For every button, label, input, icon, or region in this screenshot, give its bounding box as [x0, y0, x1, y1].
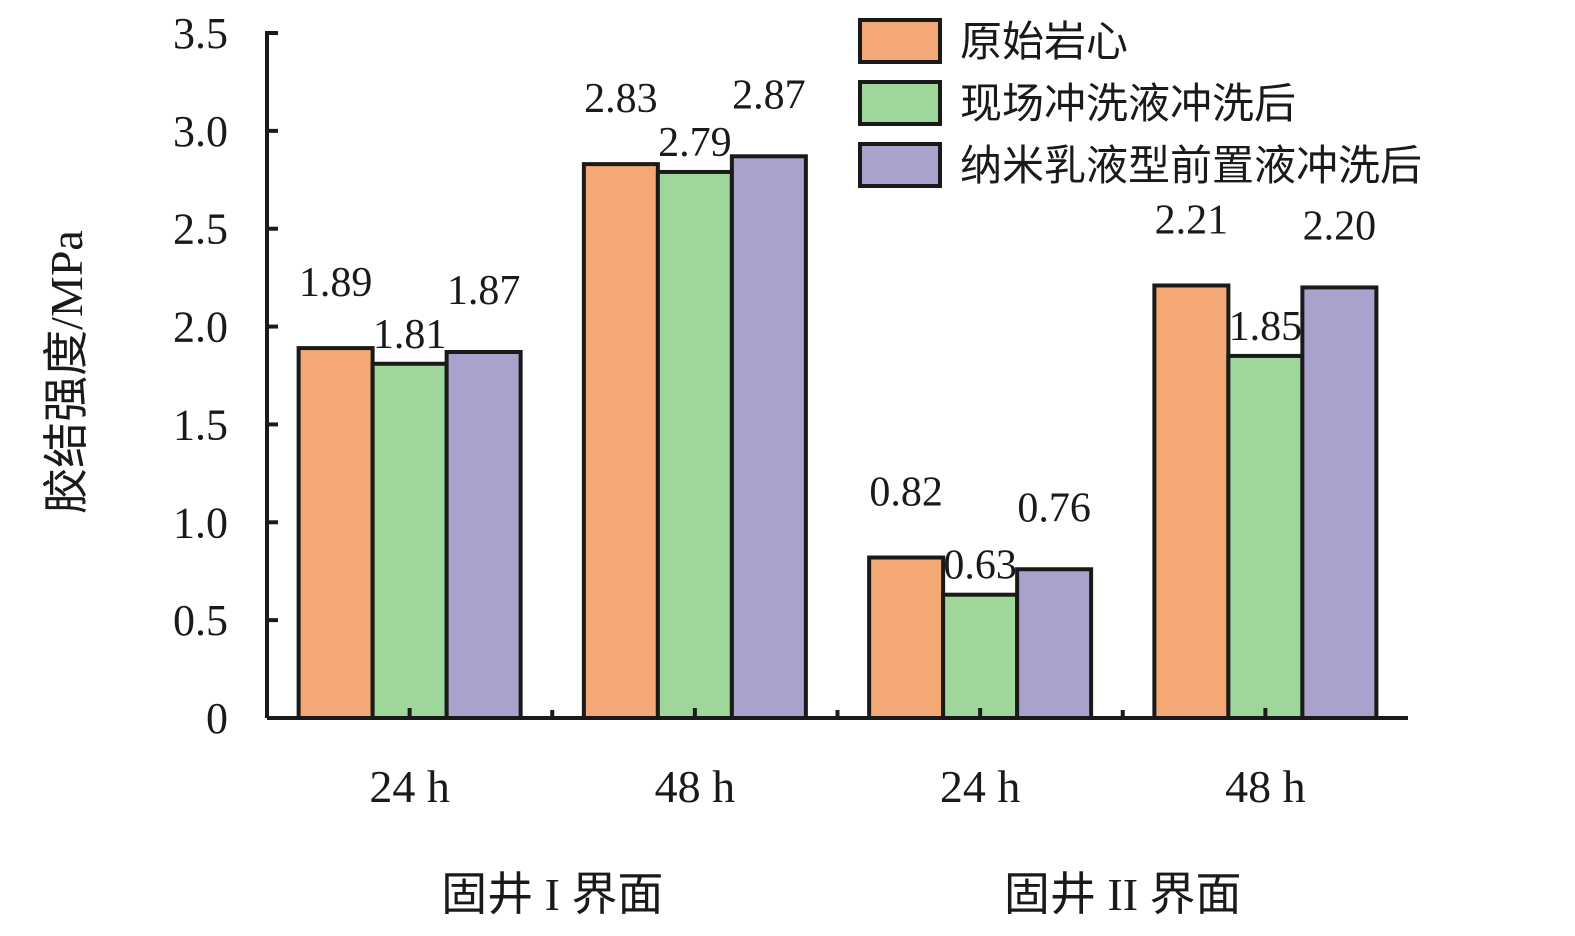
y-tick-label: 0	[206, 694, 228, 743]
y-tick-label: 1.0	[173, 498, 228, 547]
bar	[444, 350, 523, 720]
y-tick-label: 0.5	[173, 596, 228, 645]
data-label: 1.87	[447, 268, 521, 314]
data-label: 2.21	[1155, 197, 1229, 243]
data-label: 0.63	[943, 543, 1017, 589]
group-label: 固井 I 界面	[441, 869, 663, 920]
legend-label: 纳米乳液型前置液冲洗后	[960, 144, 1422, 190]
data-label: 1.89	[299, 260, 373, 306]
bar	[1015, 567, 1094, 720]
y-tick-label: 3.0	[173, 107, 228, 156]
data-label: 2.87	[732, 72, 806, 118]
bar	[296, 346, 375, 720]
data-label: 0.76	[1017, 485, 1091, 531]
y-tick-label: 1.5	[173, 400, 228, 449]
legend-label: 现场冲洗液冲洗后	[960, 82, 1296, 128]
bar	[1226, 353, 1305, 720]
data-label: 0.82	[869, 470, 943, 516]
x-tick-label: 24 h	[940, 761, 1021, 812]
bar	[941, 592, 1020, 721]
legend-swatch	[858, 18, 942, 64]
y-tick-label: 2.0	[173, 303, 228, 352]
bar	[370, 361, 449, 720]
x-tick-label: 24 h	[369, 761, 450, 812]
data-label: 2.20	[1303, 203, 1377, 249]
bar	[655, 169, 734, 720]
legend-label: 原始岩心	[960, 20, 1128, 66]
group-label: 固井 II 界面	[1004, 869, 1242, 920]
data-label: 2.79	[658, 120, 732, 166]
bar	[1152, 283, 1231, 720]
x-tick-label: 48 h	[655, 761, 736, 812]
bar	[1300, 285, 1379, 720]
bar	[729, 154, 808, 721]
y-tick-label: 3.5	[173, 9, 228, 58]
bar	[581, 162, 660, 720]
bar	[867, 555, 946, 720]
data-label: 1.81	[373, 312, 447, 358]
x-tick-label: 48 h	[1225, 761, 1306, 812]
data-label: 2.83	[584, 76, 658, 122]
data-label: 1.85	[1229, 304, 1303, 350]
legend-swatch	[858, 80, 942, 126]
y-tick-label: 2.5	[173, 205, 228, 254]
legend-swatch	[858, 142, 942, 188]
y-axis-title: 胶结强度/MPa	[41, 230, 92, 514]
